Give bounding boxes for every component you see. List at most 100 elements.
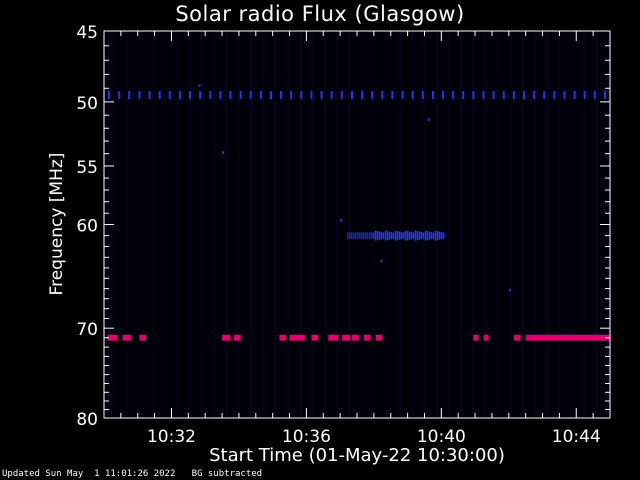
noise-streak	[449, 32, 450, 417]
interference-dot-50mhz	[371, 91, 374, 100]
x-tick-label: 10:36	[282, 427, 331, 447]
noise-streak	[325, 32, 326, 417]
noise-streak	[337, 32, 338, 417]
interference-dot-50mhz	[603, 91, 606, 100]
burst-streak-61mhz	[372, 232, 375, 239]
interference-segment-71mhz	[351, 334, 359, 341]
interference-dot-50mhz	[492, 91, 495, 100]
burst-streak-61mhz	[420, 232, 423, 240]
burst-streak-61mhz	[406, 231, 409, 241]
burst-streak-61mhz	[408, 231, 411, 240]
noise-streak	[237, 32, 238, 417]
noise-streak	[460, 32, 461, 417]
interference-dot-50mhz	[259, 91, 262, 100]
noise-streak	[126, 32, 127, 417]
interference-dot-50mhz	[168, 91, 171, 100]
burst-streak-61mhz	[442, 232, 445, 239]
interference-dot-50mhz	[269, 91, 272, 100]
noise-streak	[511, 32, 512, 417]
noise-streak	[336, 32, 337, 417]
noise-streak	[486, 32, 487, 417]
interference-dot-50mhz	[239, 91, 242, 100]
interference-dot-50mhz	[280, 91, 283, 100]
interference-dot-50mhz	[553, 91, 556, 100]
interference-dot-50mhz	[512, 91, 515, 100]
noise-streak	[164, 32, 165, 417]
interference-dot-50mhz	[411, 91, 414, 100]
burst-streak-61mhz	[358, 232, 361, 239]
noise-streak	[374, 32, 375, 417]
noise-streak	[559, 32, 560, 417]
interference-dot-50mhz	[452, 91, 455, 100]
x-axis-label: Start Time (01-May-22 10:30:00)	[209, 445, 505, 466]
burst-streak-61mhz	[404, 230, 407, 241]
y-tick-label: 50	[76, 94, 98, 114]
interference-dot-50mhz	[178, 91, 181, 100]
burst-streak-61mhz	[396, 231, 399, 241]
noise-streak	[153, 32, 154, 417]
noise-streak	[262, 32, 263, 417]
y-tick-label: 70	[76, 320, 98, 340]
noise-streak	[521, 32, 522, 417]
noise-streak	[177, 32, 178, 417]
noise-streak	[139, 32, 140, 417]
interference-dot-50mhz	[421, 91, 424, 100]
interference-dot-50mhz	[249, 91, 252, 100]
burst-streak-61mhz	[366, 232, 369, 239]
noise-dot	[222, 151, 225, 155]
noise-streak	[375, 32, 376, 417]
interference-dot-50mhz	[199, 91, 202, 100]
noise-streak	[275, 32, 276, 417]
noise-streak	[114, 32, 115, 417]
interference-dot-50mhz	[573, 91, 576, 100]
noise-streak	[214, 32, 215, 417]
noise-streak	[189, 32, 190, 417]
noise-streak	[202, 32, 203, 417]
interference-dot-50mhz	[593, 91, 596, 100]
burst-streak-61mhz	[352, 232, 355, 239]
burst-streak-61mhz	[398, 231, 401, 240]
interference-segment-71mhz	[122, 334, 131, 341]
noise-streak	[350, 32, 351, 417]
noise-streak	[535, 32, 536, 417]
interference-dot-50mhz	[138, 91, 141, 100]
burst-streak-61mhz	[360, 232, 363, 239]
burst-streak-61mhz	[402, 232, 405, 239]
burst-streak-61mhz	[356, 232, 359, 239]
noise-streak	[140, 32, 141, 417]
interference-segment-71mhz	[289, 334, 305, 341]
interference-dot-50mhz	[431, 91, 434, 100]
interference-dot-50mhz	[350, 91, 353, 100]
burst-streak-61mhz	[416, 231, 419, 241]
noise-streak	[215, 32, 216, 417]
burst-streak-61mhz	[386, 231, 389, 241]
burst-streak-61mhz	[354, 232, 357, 239]
interference-segment-71mhz	[222, 334, 231, 341]
noise-dot	[198, 84, 201, 88]
interference-dot-50mhz	[108, 91, 111, 100]
noise-streak	[474, 32, 475, 417]
x-tick-label: 10:40	[417, 427, 466, 447]
interference-dot-50mhz	[290, 91, 293, 100]
burst-streak-61mhz	[362, 232, 365, 239]
interference-dot-50mhz	[148, 91, 151, 100]
y-tick-label: 80	[76, 410, 98, 430]
noise-streak	[560, 32, 561, 417]
noise-streak	[252, 32, 253, 417]
burst-streak-61mhz	[436, 231, 439, 241]
interference-dot-50mhz	[442, 91, 445, 100]
noise-streak	[128, 32, 129, 417]
noise-streak	[585, 32, 586, 417]
y-tick-label: 60	[76, 217, 98, 237]
burst-streak-61mhz	[382, 232, 385, 239]
burst-streak-61mhz	[378, 231, 381, 240]
y-axis-label: Frequency [MHz]	[47, 152, 67, 296]
noise-streak	[141, 32, 142, 417]
noise-streak	[115, 32, 116, 417]
noise-streak	[289, 32, 290, 417]
noise-streak	[200, 32, 201, 417]
burst-streak-61mhz	[418, 231, 421, 240]
burst-streak-61mhz	[426, 231, 429, 241]
